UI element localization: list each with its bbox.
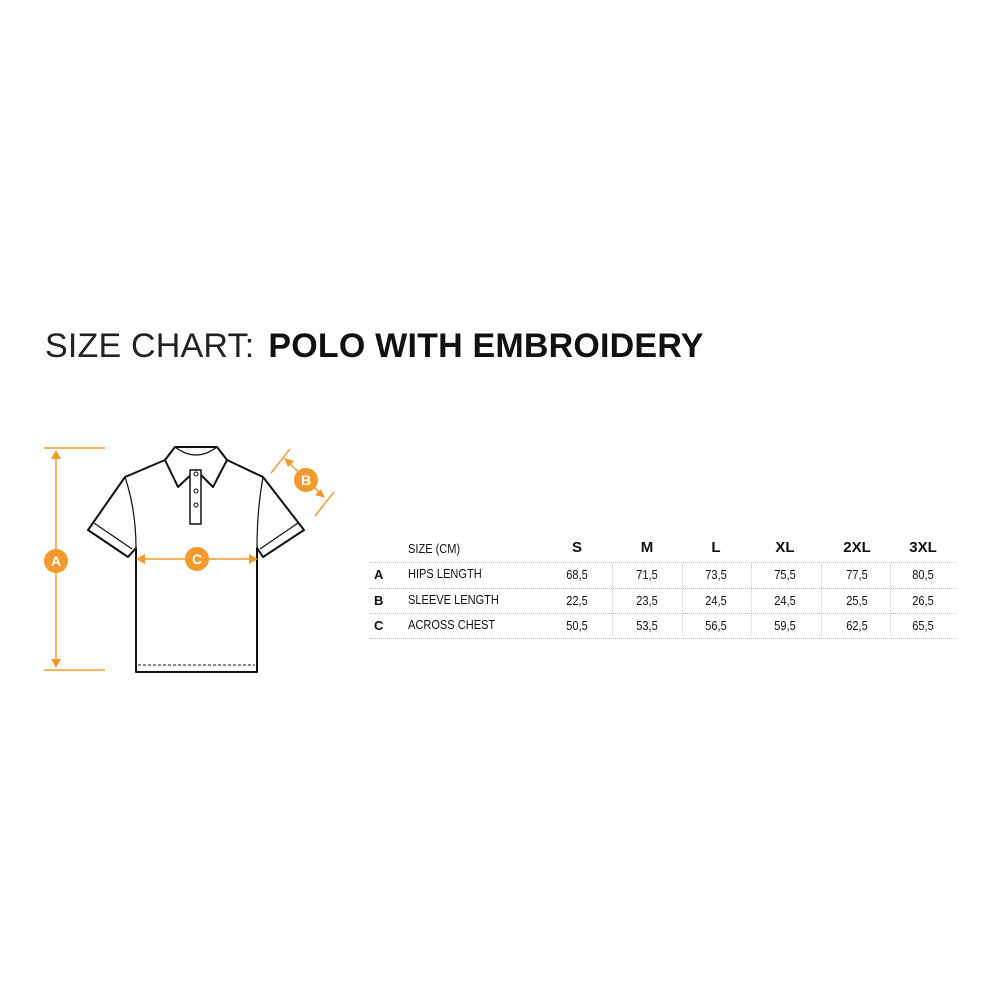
measure-b: B xyxy=(270,448,335,517)
value-cell: 73,5 xyxy=(705,567,727,582)
column-divider xyxy=(682,564,683,636)
product-name: POLO WITH EMBROIDERY xyxy=(268,327,704,365)
marker-c-label: C xyxy=(192,551,202,567)
row-label: SLEEVE LENGTH xyxy=(408,592,499,607)
value-cell: 68,5 xyxy=(566,567,588,582)
column-divider xyxy=(821,564,822,636)
value-cell: 23,5 xyxy=(636,593,658,608)
row-label: ACROSS CHEST xyxy=(408,617,496,632)
row-letter: A xyxy=(374,567,384,582)
value-cell: 24,5 xyxy=(774,593,796,608)
value-cell: 56,5 xyxy=(705,618,727,633)
row-divider xyxy=(370,588,956,589)
value-cell: 59,5 xyxy=(774,618,796,633)
value-cell: 62,5 xyxy=(846,618,868,633)
value-cell: 24,5 xyxy=(705,593,727,608)
marker-a-label: A xyxy=(51,553,61,569)
column-divider xyxy=(612,564,613,636)
size-header-label: SIZE (CM) xyxy=(408,541,461,556)
row-letter: B xyxy=(374,593,384,608)
page-title: SIZE CHART: POLO WITH EMBROIDERY xyxy=(45,327,704,366)
size-header-l: L xyxy=(711,539,721,556)
value-cell: 26,5 xyxy=(912,593,934,608)
marker-a-icon xyxy=(44,549,68,573)
value-cell: 77,5 xyxy=(846,567,868,582)
value-cell: 50,5 xyxy=(566,618,588,633)
value-cell: 53,5 xyxy=(636,618,658,633)
marker-b-icon xyxy=(294,468,318,492)
value-cell: 65,5 xyxy=(912,618,934,633)
title-prefix: SIZE CHART: xyxy=(45,327,255,365)
marker-b-label: B xyxy=(301,472,311,488)
row-letter: C xyxy=(374,618,384,633)
value-cell: 75,5 xyxy=(774,567,796,582)
value-cell: 71,5 xyxy=(636,567,658,582)
size-header-xl: XL xyxy=(775,539,795,556)
row-label: HIPS LENGTH xyxy=(408,566,482,581)
value-cell: 80,5 xyxy=(912,567,934,582)
value-cell: 25,5 xyxy=(846,593,868,608)
column-divider xyxy=(890,564,891,636)
size-header-s: S xyxy=(571,539,582,556)
size-header-2xl: 2XL xyxy=(843,539,871,556)
size-header-m: M xyxy=(640,539,654,556)
measure-a: A xyxy=(44,447,105,671)
row-divider xyxy=(370,613,956,614)
marker-c-icon xyxy=(185,547,209,571)
measure-c: C xyxy=(136,547,258,571)
column-divider xyxy=(751,564,752,636)
row-divider xyxy=(370,638,956,639)
row-divider xyxy=(370,562,956,563)
value-cell: 22,5 xyxy=(566,593,588,608)
size-header-3xl: 3XL xyxy=(909,539,937,556)
